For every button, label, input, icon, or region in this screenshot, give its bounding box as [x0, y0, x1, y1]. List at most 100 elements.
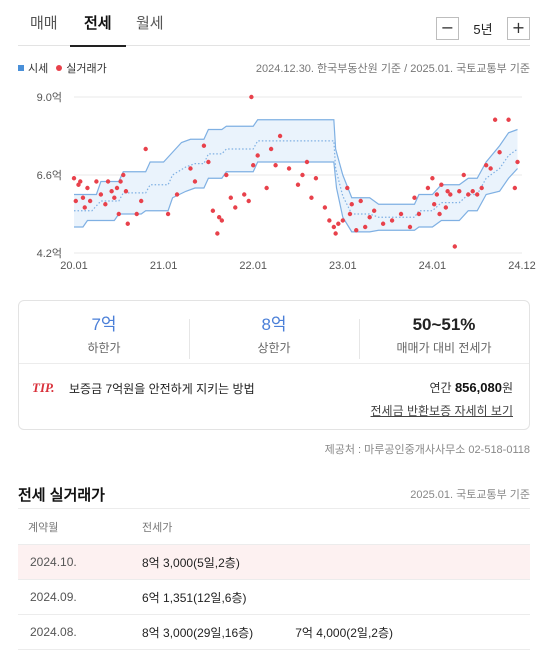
period-label: 5년: [473, 21, 493, 37]
guarantee-detail-link[interactable]: 전세금 반환보증 자세히 보기: [370, 404, 513, 418]
actual-deal-point: [112, 195, 117, 200]
actual-deal-point: [425, 185, 431, 191]
deal-type-tabs: 매매 전세 월세: [18, 0, 530, 47]
deals-section-title: 전세 실거래가: [18, 487, 105, 504]
actual-deal-point: [118, 179, 123, 184]
actual-deal-point: [479, 185, 484, 191]
actual-deal-point: [300, 172, 305, 178]
upper-price-label: 상한가: [257, 341, 291, 355]
table-row[interactable]: 2024.08. 8억 3,000(29일,16층) 7억 4,000(2일,2…: [18, 615, 530, 650]
yearly-fee-unit: 원: [501, 381, 513, 395]
actual-deal-point: [251, 163, 256, 168]
actual-deal-point: [82, 205, 87, 210]
actual-deal-point: [201, 143, 207, 148]
tab-monthly-rent[interactable]: 월세: [136, 15, 164, 32]
actual-deal-point: [367, 215, 372, 220]
actual-deal-point: [309, 195, 314, 200]
actual-price-legend-marker: [56, 65, 63, 71]
column-header-price: 전세가: [142, 521, 173, 534]
actual-deal-point: [349, 202, 354, 207]
actual-deal-point: [412, 195, 417, 200]
x-tick-label: 24.12: [508, 260, 536, 272]
x-tick-label: 20.01: [60, 260, 88, 272]
actual-deal-point: [430, 176, 435, 181]
table-row[interactable]: 2024.10. 8억 3,000(5일,2층): [18, 545, 530, 580]
row-deal: 6억 1,351(12일,6층): [142, 590, 247, 605]
actual-deal-point: [87, 198, 93, 204]
actual-deal-point: [105, 179, 111, 184]
actual-deal-point: [228, 195, 233, 200]
actual-deal-point: [76, 182, 81, 187]
actual-deal-point: [466, 192, 471, 197]
actual-deal-point: [439, 182, 444, 187]
lower-price-stat: 7억 하한가: [19, 313, 189, 356]
period-plus-button[interactable]: +: [507, 16, 530, 40]
lower-price-label: 하한가: [87, 341, 121, 355]
actual-deal-point: [416, 211, 422, 217]
market-price-upper-line: [74, 119, 518, 205]
actual-deal-point: [233, 205, 238, 210]
provider-info: 제공처 : 마루공인중개사사무소 02-518-0118: [324, 444, 530, 456]
table-row[interactable]: 2024.09. 6억 1,351(12일,6층): [18, 580, 530, 615]
actual-deal-point: [123, 189, 129, 194]
tab-sale[interactable]: 매매: [30, 15, 58, 32]
actual-deal-point: [437, 211, 442, 217]
table-header: 계약월 전세가: [18, 509, 530, 545]
divider: [189, 319, 190, 359]
actual-deal-point: [347, 211, 353, 217]
actual-deal-point: [512, 185, 518, 191]
lower-price-value: 7억: [91, 315, 117, 334]
actual-deal-point: [264, 185, 269, 191]
tab-jeonse[interactable]: 전세: [70, 12, 126, 47]
actual-deal-point: [242, 192, 247, 197]
actual-deal-point: [443, 205, 449, 210]
deals-source: 2025.01. 국토교통부 기준: [410, 489, 530, 501]
actual-deal-point: [125, 221, 130, 226]
chart-source: 2024.12.30. 한국부동산원 기준 / 2025.01. 국토교통부 기…: [255, 63, 530, 75]
tip-badge: TIP.: [32, 380, 55, 395]
actual-deal-point: [219, 218, 225, 223]
actual-deal-point: [336, 221, 341, 226]
row-month: 2024.10.: [30, 555, 77, 569]
actual-deal-point: [452, 244, 457, 249]
actual-deal-point: [80, 195, 86, 200]
column-header-month: 계약월: [28, 521, 59, 534]
actual-deal-point: [210, 208, 216, 213]
actual-deal-point: [215, 231, 220, 236]
actual-deal-point: [492, 117, 498, 122]
actual-deal-point: [94, 179, 99, 184]
actual-deal-point: [246, 198, 251, 204]
chart-legend: 시세 실거래가: [18, 60, 107, 76]
x-tick-label: 22.01: [239, 260, 267, 272]
actual-deal-point: [345, 185, 350, 191]
actual-deal-point: [249, 94, 254, 100]
market-price-legend-label: 시세: [28, 63, 49, 75]
actual-deal-point: [206, 159, 211, 165]
actual-deal-point: [380, 221, 386, 226]
actual-deal-point: [488, 166, 493, 171]
actual-deal-point: [483, 163, 489, 168]
actual-deal-point: [340, 218, 345, 223]
actual-deal-point: [304, 159, 310, 165]
actual-deal-point: [295, 182, 301, 187]
ratio-stat: 50~51% 매매가 대비 전세가: [359, 313, 529, 356]
actual-deal-point: [277, 133, 283, 139]
actual-deal-point: [506, 117, 511, 122]
actual-deal-point: [313, 176, 319, 181]
actual-deal-point: [78, 179, 83, 184]
actual-deal-point: [354, 228, 359, 233]
upper-price-stat: 8억 상한가: [189, 313, 359, 356]
actual-deal-point: [497, 150, 502, 155]
actual-deal-point: [71, 176, 77, 181]
row-month: 2024.09.: [30, 590, 77, 604]
actual-deal-point: [398, 211, 404, 217]
actual-deal-point: [327, 218, 332, 223]
y-tick-label: 4.2억: [37, 247, 62, 260]
yearly-fee-value: 856,080: [454, 380, 502, 395]
actual-deal-point: [116, 211, 122, 217]
actual-deal-point: [98, 192, 104, 197]
market-price-mid-line: [74, 140, 518, 218]
actual-deal-point: [461, 172, 466, 178]
period-minus-button[interactable]: −: [436, 16, 459, 40]
